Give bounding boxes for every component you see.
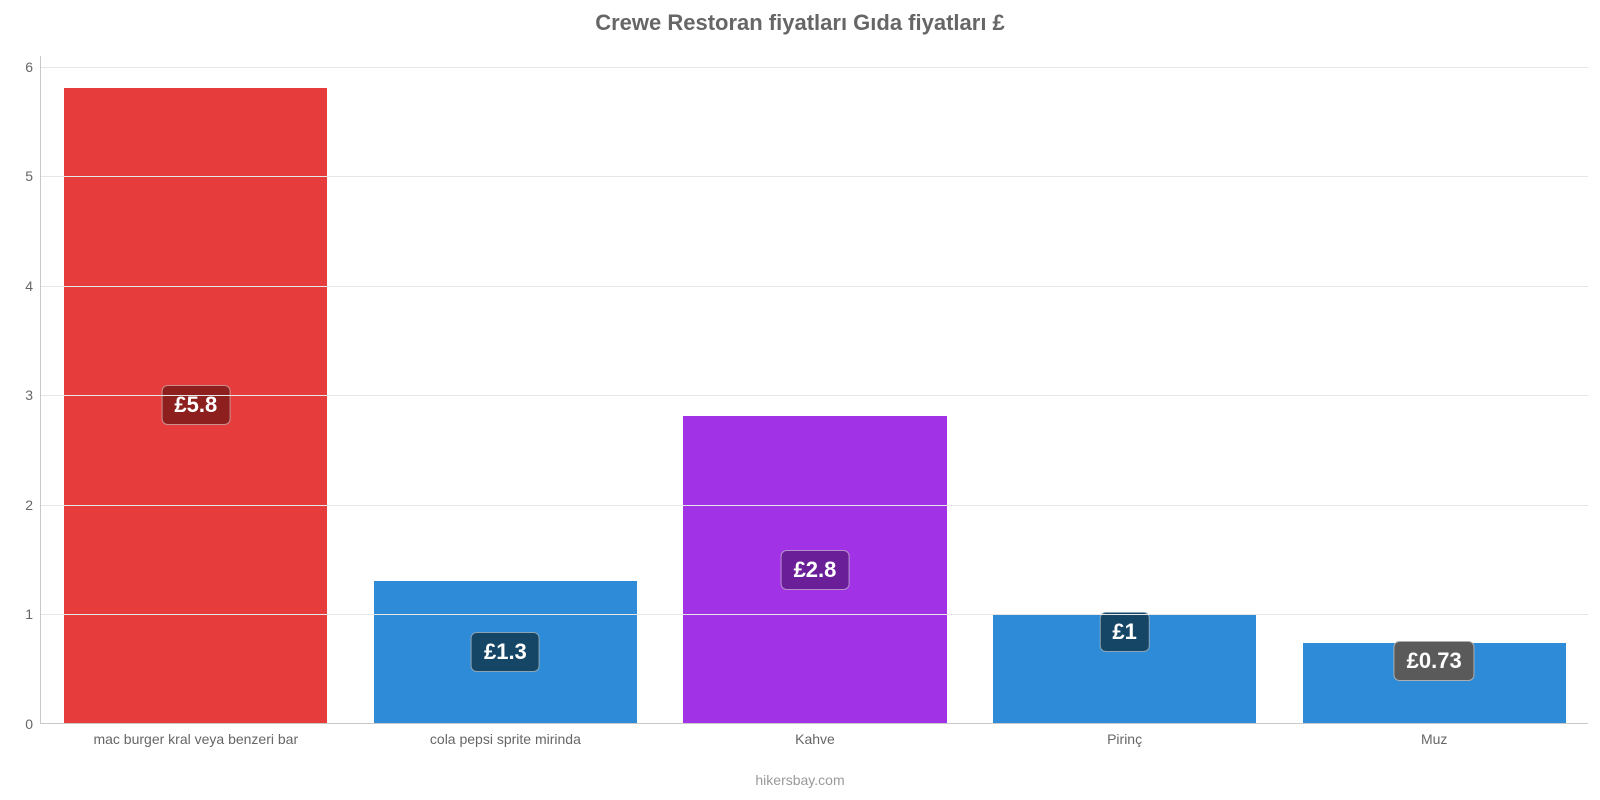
chart-footer: hikersbay.com	[0, 772, 1600, 788]
y-tick-label: 6	[25, 59, 41, 75]
bar-slot: £5.8mac burger kral veya benzeri bar	[41, 56, 351, 723]
grid-line	[41, 286, 1588, 287]
y-tick-label: 5	[25, 168, 41, 184]
y-tick-label: 0	[25, 716, 41, 732]
bar-slot: £1Pirinç	[970, 56, 1280, 723]
y-tick-label: 2	[25, 497, 41, 513]
x-tick-label: cola pepsi sprite mirinda	[430, 723, 581, 747]
value-badge: £1.3	[471, 632, 540, 672]
value-badge: £2.8	[781, 550, 850, 590]
y-tick-label: 4	[25, 278, 41, 294]
grid-line	[41, 176, 1588, 177]
grid-line	[41, 505, 1588, 506]
grid-line	[41, 395, 1588, 396]
x-tick-label: mac burger kral veya benzeri bar	[93, 723, 298, 747]
bar-slot: £2.8Kahve	[660, 56, 970, 723]
grid-line	[41, 614, 1588, 615]
grid-line	[41, 67, 1588, 68]
x-tick-label: Muz	[1421, 723, 1447, 747]
bar-slot: £1.3cola pepsi sprite mirinda	[351, 56, 661, 723]
x-tick-label: Kahve	[795, 723, 835, 747]
bar-slot: £0.73Muz	[1279, 56, 1589, 723]
plot-area: £5.8mac burger kral veya benzeri bar£1.3…	[40, 56, 1588, 724]
x-tick-label: Pirinç	[1107, 723, 1142, 747]
y-tick-label: 3	[25, 387, 41, 403]
chart-title: Crewe Restoran fiyatları Gıda fiyatları …	[0, 10, 1600, 36]
value-badge: £1	[1099, 612, 1149, 652]
value-badge: £0.73	[1394, 641, 1475, 681]
chart-container: Crewe Restoran fiyatları Gıda fiyatları …	[0, 0, 1600, 800]
y-tick-label: 1	[25, 606, 41, 622]
value-badge: £5.8	[161, 385, 230, 425]
bars-layer: £5.8mac burger kral veya benzeri bar£1.3…	[41, 56, 1588, 723]
